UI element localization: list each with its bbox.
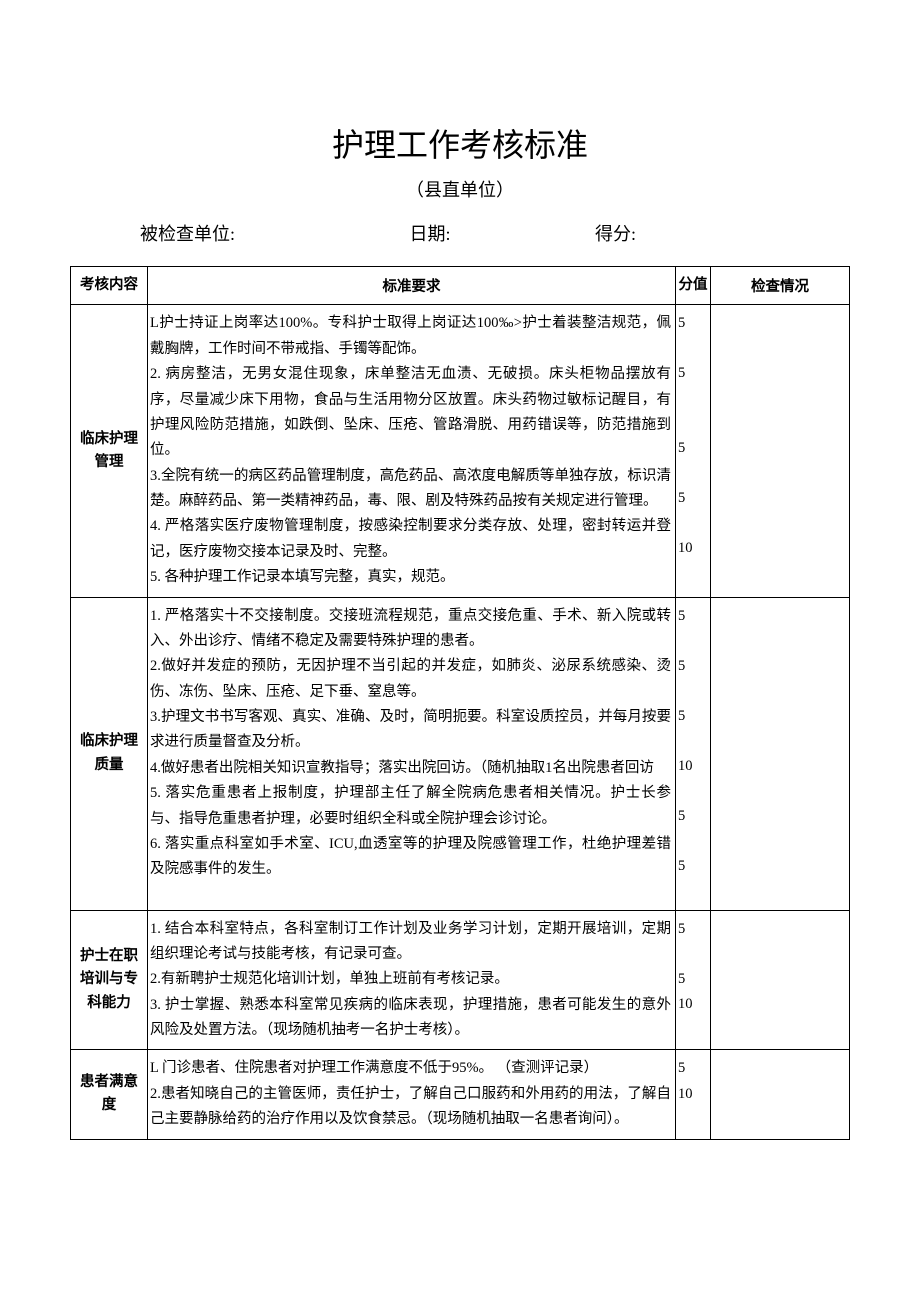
col-header-requirement: 标准要求 bbox=[148, 267, 676, 305]
score-value: 5 bbox=[678, 917, 708, 967]
col-header-category: 考核内容 bbox=[71, 267, 148, 305]
score-value: 10 bbox=[678, 536, 708, 561]
score-value: 5 bbox=[678, 967, 708, 992]
requirement-item: 5. 各种护理工作记录本填写完整，真实，规范。 bbox=[150, 565, 671, 590]
requirement-cell: 1. 结合本科室特点，各科室制订工作计划及业务学习计划，定期开展培训，定期组织理… bbox=[148, 910, 676, 1050]
check-cell bbox=[711, 910, 850, 1050]
score-cell: 5510 bbox=[676, 910, 711, 1050]
score-value: 5 bbox=[678, 486, 708, 536]
requirement-item: 1. 严格落实十不交接制度。交接班流程规范，重点交接危重、手术、新入院或转入、外… bbox=[150, 604, 671, 655]
category-cell: 临床护理管理 bbox=[71, 305, 148, 597]
col-header-score: 分值 bbox=[676, 267, 711, 305]
table-row: 临床护理质量1. 严格落实十不交接制度。交接班流程规范，重点交接危重、手术、新入… bbox=[71, 597, 850, 910]
check-cell bbox=[711, 1050, 850, 1139]
meta-score-label: 得分: bbox=[595, 220, 636, 246]
score-value: 5 bbox=[678, 704, 708, 754]
requirement-cell: 1. 严格落实十不交接制度。交接班流程规范，重点交接危重、手术、新入院或转入、外… bbox=[148, 597, 676, 910]
table-row: 临床护理管理L护士持证上岗率达100%。专科护士取得上岗证达100‰>护士着装整… bbox=[71, 305, 850, 597]
score-value: 5 bbox=[678, 311, 708, 361]
page-title: 护理工作考核标准 bbox=[70, 120, 850, 166]
category-cell: 患者满意度 bbox=[71, 1050, 148, 1139]
score-value: 5 bbox=[678, 604, 708, 654]
score-value: 10 bbox=[678, 992, 708, 1042]
meta-unit-label: 被检查单位: bbox=[140, 220, 235, 246]
col-header-check: 检查情况 bbox=[711, 267, 850, 305]
meta-date-label: 日期: bbox=[410, 220, 451, 246]
score-value: 5 bbox=[678, 804, 708, 854]
requirement-item: 2.患者知晓自己的主管医师，责任护士，了解自己口服药和外用药的用法，了解自己主要… bbox=[150, 1082, 671, 1133]
requirement-cell: L护士持证上岗率达100%。专科护士取得上岗证达100‰>护士着装整洁规范，佩戴… bbox=[148, 305, 676, 597]
table-row: 护士在职培训与专科能力1. 结合本科室特点，各科室制订工作计划及业务学习计划，定… bbox=[71, 910, 850, 1050]
score-value: 5 bbox=[678, 1056, 708, 1081]
score-cell: 5551055 bbox=[676, 597, 711, 910]
score-value: 5 bbox=[678, 654, 708, 704]
page-subtitle: （县直单位） bbox=[70, 176, 850, 202]
score-value: 10 bbox=[678, 754, 708, 804]
requirement-item: L护士持证上岗率达100%。专科护士取得上岗证达100‰>护士着装整洁规范，佩戴… bbox=[150, 311, 671, 362]
category-cell: 护士在职培训与专科能力 bbox=[71, 910, 148, 1050]
table-row: 患者满意度L 门诊患者、住院患者对护理工作满意度不低于95%。 （查测评记录）2… bbox=[71, 1050, 850, 1139]
requirement-item: 1. 结合本科室特点，各科室制订工作计划及业务学习计划，定期开展培训，定期组织理… bbox=[150, 917, 671, 968]
assessment-table: 考核内容 标准要求 分值 检查情况 临床护理管理L护士持证上岗率达100%。专科… bbox=[70, 266, 850, 1140]
meta-row: 被检查单位: 日期: 得分: bbox=[70, 220, 850, 246]
requirement-item: 3.护理文书书写客观、真实、准确、及时，简明扼要。科室设质控员，并每月按要求进行… bbox=[150, 705, 671, 756]
requirement-item: 5. 落实危重患者上报制度，护理部主任了解全院病危患者相关情况。护士长参与、指导… bbox=[150, 781, 671, 832]
score-value: 10 bbox=[678, 1082, 708, 1132]
score-value: 5 bbox=[678, 436, 708, 486]
score-value: 5 bbox=[678, 854, 708, 904]
score-cell: 555510 bbox=[676, 305, 711, 597]
requirement-item: 2.有新聘护士规范化培训计划，单独上班前有考核记录。 bbox=[150, 967, 671, 992]
table-header-row: 考核内容 标准要求 分值 检查情况 bbox=[71, 267, 850, 305]
requirement-item: 2. 病房整洁，无男女混住现象，床单整洁无血渍、无破损。床头柜物品摆放有序，尽量… bbox=[150, 362, 671, 464]
requirement-item: 6. 落实重点科室如手术室、ICU,血透室等的护理及院感管理工作，杜绝护理差错及… bbox=[150, 832, 671, 883]
score-cell: 510 bbox=[676, 1050, 711, 1139]
requirement-item: L 门诊患者、住院患者对护理工作满意度不低于95%。 （查测评记录） bbox=[150, 1056, 671, 1081]
score-value: 5 bbox=[678, 361, 708, 436]
check-cell bbox=[711, 597, 850, 910]
requirement-item: 3. 护士掌握、熟悉本科室常见疾病的临床表现，护理措施，患者可能发生的意外风险及… bbox=[150, 993, 671, 1044]
requirement-item: 4.做好患者出院相关知识宣教指导；落实出院回访。（随机抽取1名出院患者回访 bbox=[150, 756, 671, 781]
requirement-item: 4. 严格落实医疗废物管理制度，按感染控制要求分类存放、处理，密封转运并登记，医… bbox=[150, 514, 671, 565]
category-cell: 临床护理质量 bbox=[71, 597, 148, 910]
requirement-item: 2.做好并发症的预防，无因护理不当引起的并发症，如肺炎、泌尿系统感染、烫伤、冻伤… bbox=[150, 654, 671, 705]
requirement-cell: L 门诊患者、住院患者对护理工作满意度不低于95%。 （查测评记录）2.患者知晓… bbox=[148, 1050, 676, 1139]
check-cell bbox=[711, 305, 850, 597]
requirement-item: 3.全院有统一的病区药品管理制度，高危药品、高浓度电解质等单独存放，标识清楚。麻… bbox=[150, 464, 671, 515]
